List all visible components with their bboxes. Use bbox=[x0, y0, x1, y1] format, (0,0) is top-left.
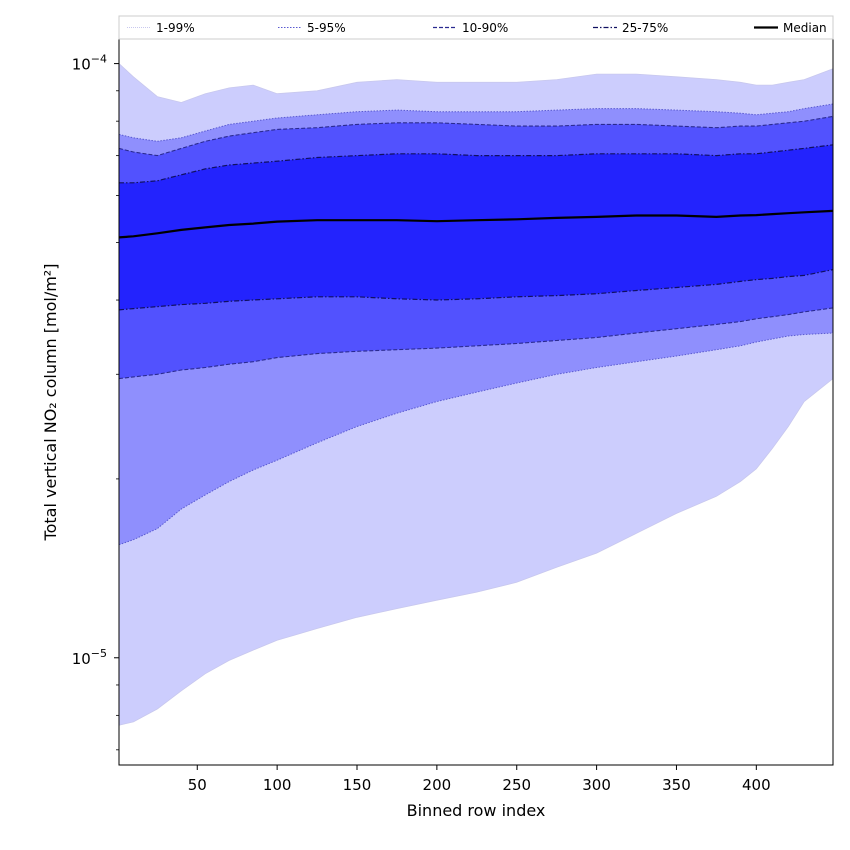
legend-label: 25-75% bbox=[622, 21, 668, 35]
y-axis-ticks: 10−5 10−4 bbox=[72, 53, 119, 751]
quantile-lines bbox=[119, 63, 833, 726]
x-tick-label: 400 bbox=[742, 776, 771, 794]
legend-label: 10-90% bbox=[462, 21, 508, 35]
line-p5 bbox=[119, 332, 833, 546]
y-axis-label: Total vertical NO₂ column [mol/m²] bbox=[41, 264, 60, 542]
legend-label: 5-95% bbox=[307, 21, 346, 35]
legend-label: Median bbox=[783, 21, 827, 35]
line-p25 bbox=[119, 269, 833, 311]
x-tick-label: 350 bbox=[662, 776, 691, 794]
line-p90 bbox=[119, 115, 833, 157]
line-p1 bbox=[119, 378, 833, 726]
x-tick-label: 100 bbox=[263, 776, 292, 794]
x-tick-label: 250 bbox=[502, 776, 531, 794]
median-line bbox=[119, 209, 833, 239]
y-tick-label: 10−5 bbox=[72, 647, 107, 668]
x-tick-label: 200 bbox=[423, 776, 452, 794]
y-tick-label: 10−4 bbox=[72, 53, 107, 74]
band-25-75 bbox=[119, 144, 833, 310]
quantile-bands bbox=[119, 63, 833, 726]
line-p75 bbox=[119, 144, 833, 184]
line-p95 bbox=[119, 103, 833, 142]
x-tick-label: 50 bbox=[188, 776, 207, 794]
x-tick-label: 150 bbox=[343, 776, 372, 794]
line-p10 bbox=[119, 307, 833, 380]
line-p99 bbox=[119, 63, 833, 103]
x-tick-label: 300 bbox=[582, 776, 611, 794]
legend: 1-99% 5-95% 10-90% 25-75% Median bbox=[118, 15, 834, 40]
legend-label: 1-99% bbox=[156, 21, 195, 35]
x-axis-label: Binned row index bbox=[407, 801, 546, 820]
x-axis-ticks: 50 100 150 200 250 300 350 400 bbox=[188, 765, 771, 794]
legend-box bbox=[118, 15, 834, 40]
